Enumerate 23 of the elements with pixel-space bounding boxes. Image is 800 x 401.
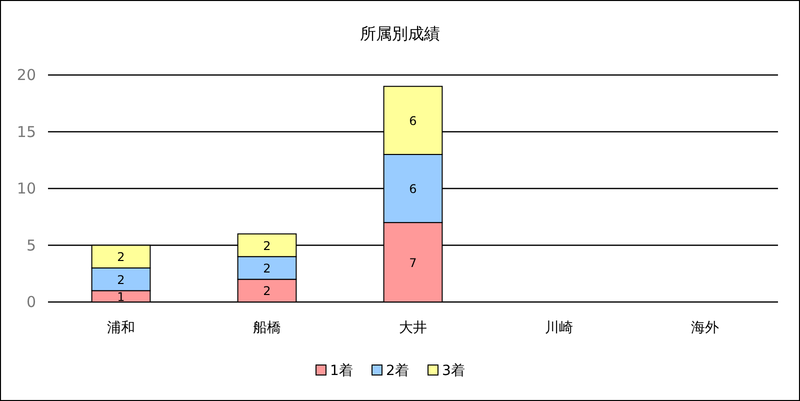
x-tick-label: 川崎 [545, 320, 573, 336]
chart-title: 所属別成績 [360, 24, 440, 43]
data-label: 2 [263, 284, 271, 298]
x-tick-label: 大井 [399, 320, 427, 336]
y-tick-label: 20 [16, 66, 36, 84]
data-label: 6 [409, 114, 417, 128]
y-tick-label: 10 [16, 180, 36, 198]
x-tick-label: 海外 [691, 320, 719, 336]
legend-label: 2着 [386, 363, 409, 379]
x-tick-label: 浦和 [107, 320, 135, 336]
data-label: 2 [263, 261, 271, 276]
y-tick-label: 0 [26, 293, 36, 311]
data-label: 2 [117, 272, 125, 287]
data-label: 2 [263, 238, 271, 253]
y-tick-label: 5 [26, 236, 36, 254]
data-label: 6 [409, 182, 417, 196]
legend-label: 1着 [330, 363, 353, 379]
y-tick-label: 15 [16, 122, 36, 141]
x-tick-label: 船橋 [253, 320, 281, 336]
data-label: 1 [117, 290, 125, 304]
data-label: 7 [409, 256, 417, 270]
legend-label: 3着 [442, 363, 465, 379]
data-label: 2 [117, 250, 125, 264]
